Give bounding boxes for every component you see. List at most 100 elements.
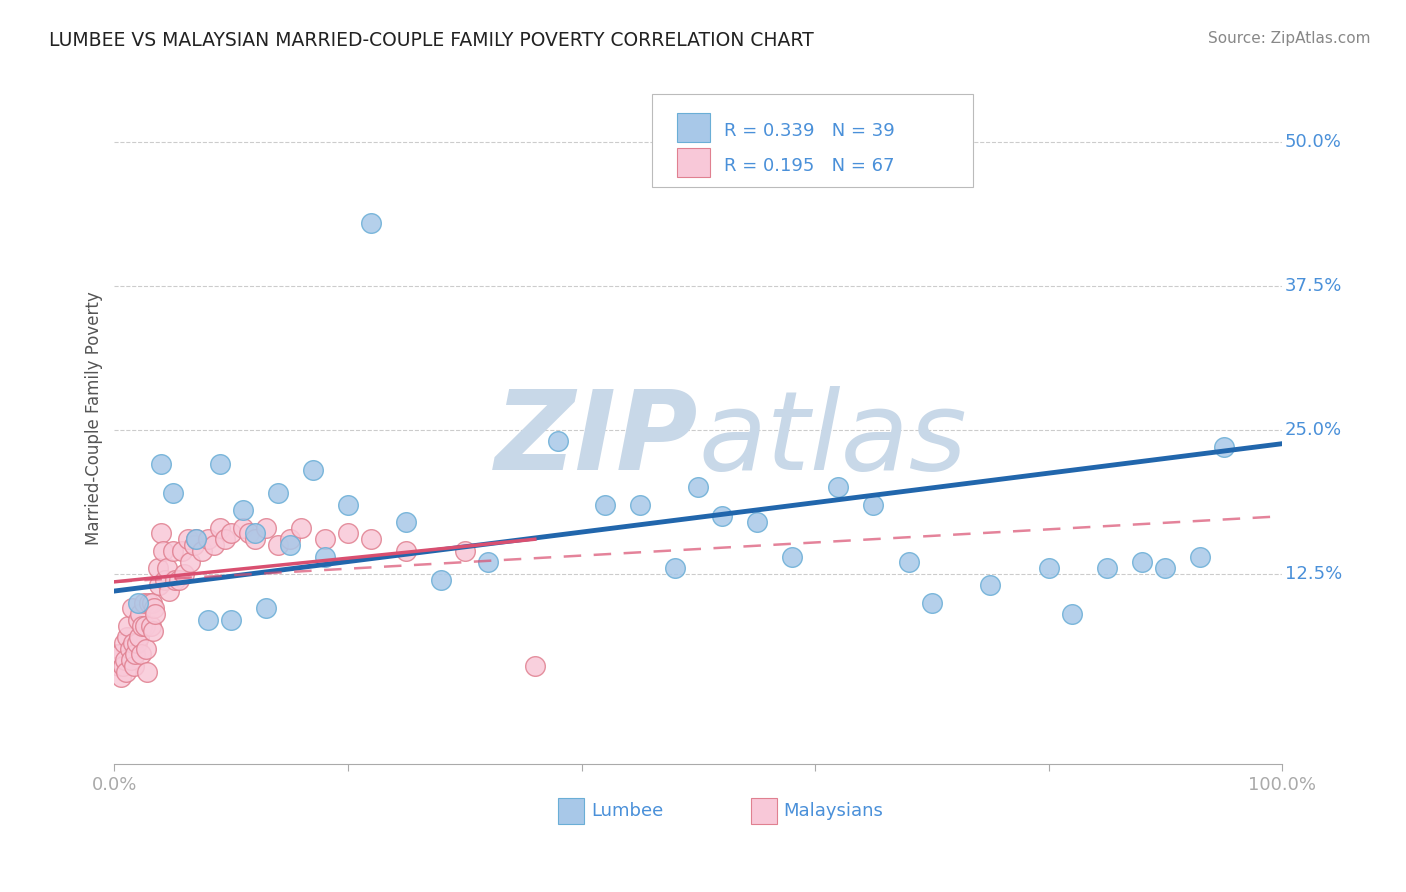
Point (979, 578, 1001, 592)
Point (162, 543, 184, 558)
Point (191, 543, 214, 558)
Text: 50.0%: 50.0% (1285, 133, 1341, 151)
Point (112, 636, 135, 650)
Point (243, 526, 266, 541)
Point (523, 658, 546, 673)
Point (254, 521, 277, 535)
Point (197, 533, 219, 547)
Point (186, 533, 208, 547)
Point (454, 543, 477, 558)
Text: Malaysians: Malaysians (783, 802, 883, 820)
Point (165, 573, 187, 587)
Point (150, 526, 173, 541)
Point (148, 578, 170, 592)
Point (135, 641, 157, 656)
Point (219, 526, 242, 541)
Point (897, 555, 920, 569)
FancyBboxPatch shape (558, 797, 583, 824)
Point (142, 624, 165, 639)
Point (117, 618, 139, 632)
Point (127, 613, 149, 627)
Text: 37.5%: 37.5% (1285, 277, 1341, 295)
Point (477, 555, 499, 569)
Text: 25.0%: 25.0% (1285, 421, 1341, 439)
FancyBboxPatch shape (751, 797, 776, 824)
Y-axis label: Married-Couple Family Poverty: Married-Couple Family Poverty (86, 292, 103, 545)
Point (105, 648, 128, 662)
Point (114, 653, 136, 667)
Text: R = 0.339   N = 39: R = 0.339 N = 39 (724, 122, 894, 140)
Point (1038, 561, 1060, 575)
Point (314, 549, 336, 564)
Point (921, 596, 943, 610)
Point (302, 463, 325, 477)
Point (122, 658, 145, 673)
Point (238, 526, 260, 541)
Point (173, 566, 195, 581)
Point (150, 458, 173, 472)
Point (688, 480, 710, 494)
Point (134, 618, 156, 632)
Point (430, 573, 453, 587)
Point (186, 533, 208, 547)
Point (197, 613, 219, 627)
Point (395, 515, 418, 529)
FancyBboxPatch shape (678, 148, 710, 178)
Point (336, 498, 359, 512)
Point (290, 521, 312, 535)
Point (129, 648, 152, 662)
Point (110, 670, 132, 684)
Point (128, 630, 150, 644)
Point (202, 538, 225, 552)
FancyBboxPatch shape (678, 113, 710, 143)
Point (1154, 561, 1177, 575)
Point (862, 498, 884, 512)
Point (314, 533, 336, 547)
Point (132, 596, 155, 610)
Point (710, 509, 733, 524)
Text: ZIP: ZIP (495, 385, 699, 492)
Point (120, 653, 142, 667)
Point (278, 533, 301, 547)
Point (547, 434, 569, 449)
Text: LUMBEE VS MALAYSIAN MARRIED-COUPLE FAMILY POVERTY CORRELATION CHART: LUMBEE VS MALAYSIAN MARRIED-COUPLE FAMIL… (49, 31, 814, 50)
Point (278, 538, 301, 552)
Point (336, 526, 359, 541)
Point (267, 486, 290, 500)
Point (115, 665, 138, 679)
Point (183, 538, 205, 552)
FancyBboxPatch shape (651, 94, 973, 187)
Point (156, 561, 179, 575)
Point (208, 521, 231, 535)
Point (664, 561, 686, 575)
Point (219, 613, 242, 627)
Point (108, 658, 131, 673)
Point (157, 584, 180, 599)
Point (110, 648, 132, 662)
Point (111, 658, 134, 673)
Point (360, 216, 382, 230)
Point (152, 543, 174, 558)
Point (122, 636, 145, 650)
Point (254, 601, 277, 615)
Point (138, 596, 160, 610)
Point (153, 573, 176, 587)
Point (267, 538, 290, 552)
Point (214, 533, 236, 547)
Point (143, 607, 166, 621)
Point (593, 498, 616, 512)
Point (117, 630, 139, 644)
Point (162, 486, 184, 500)
Point (177, 533, 200, 547)
Point (780, 549, 803, 564)
Point (172, 543, 194, 558)
Text: R = 0.195   N = 67: R = 0.195 N = 67 (724, 157, 894, 175)
Text: Source: ZipAtlas.com: Source: ZipAtlas.com (1208, 31, 1371, 46)
Point (127, 596, 149, 610)
Point (1060, 607, 1083, 621)
Point (628, 498, 651, 512)
Point (124, 648, 146, 662)
Point (139, 618, 162, 632)
Point (395, 543, 418, 558)
Point (146, 561, 169, 575)
